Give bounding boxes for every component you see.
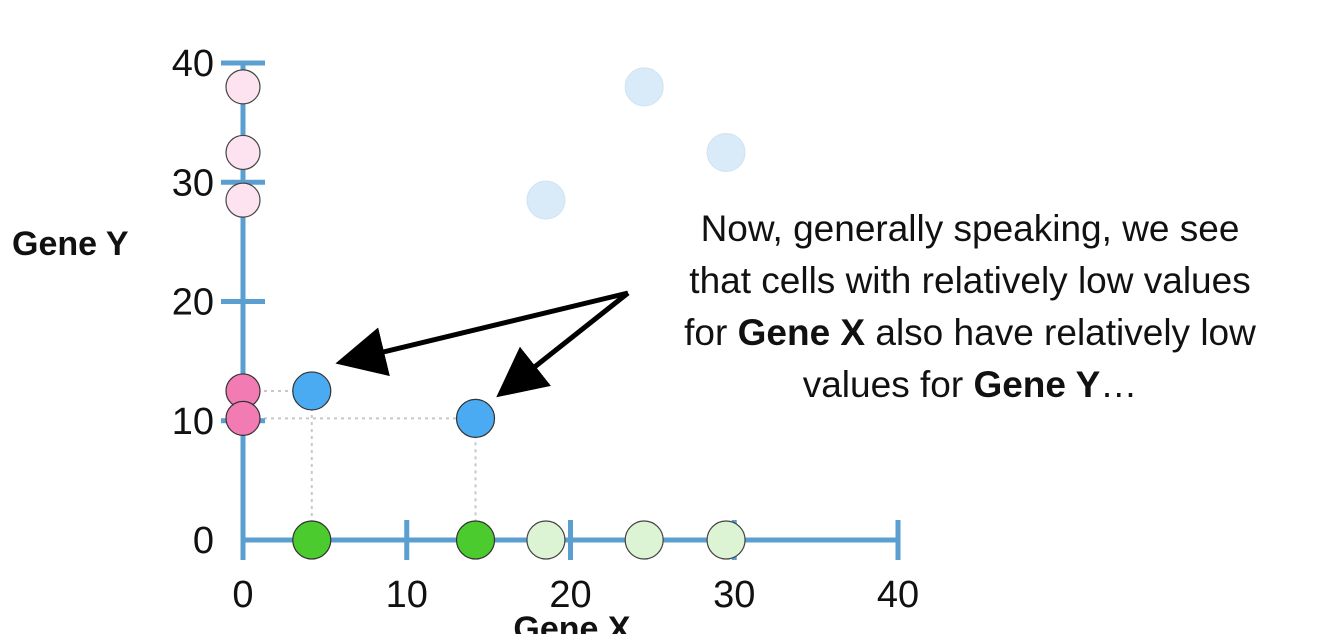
y-projection-dot (225, 400, 261, 436)
data-point (292, 371, 332, 411)
y-tick-label: 30 (172, 162, 214, 204)
x-projection-dot (292, 520, 332, 560)
annotation-text: Now, generally speaking, we see that cel… (610, 203, 1330, 411)
y-tick-label: 0 (193, 520, 214, 562)
faded-y-projection-dot (225, 69, 261, 105)
x-axis-title: Gene X (513, 610, 630, 634)
faded-data-point (706, 132, 746, 172)
data-point (455, 398, 496, 438)
faded-x-projection-dot (526, 520, 566, 560)
faded-x-projection-dot (624, 520, 664, 560)
y-axis-title: Gene Y (12, 225, 129, 263)
x-tick-label: 10 (386, 574, 428, 616)
gene-x-emphasis: Gene X (737, 312, 866, 353)
faded-data-point (526, 180, 566, 220)
annotation-line-2: that cells with relatively low values (689, 260, 1251, 301)
faded-data-point (624, 67, 664, 107)
y-tick-label: 40 (172, 43, 214, 85)
annotation-line-3: for Gene X also have relatively low (684, 312, 1256, 353)
x-tick-label: 30 (713, 574, 755, 616)
x-projection-dot (455, 520, 496, 560)
annotation-line-4: values for Gene Y… (802, 364, 1138, 405)
x-tick-label: 40 (877, 574, 919, 616)
gene-y-emphasis: Gene Y (973, 364, 1101, 405)
arrow-to-point-1 (335, 290, 629, 377)
x-tick-label: 20 (549, 574, 591, 616)
faded-y-projection-dot (225, 134, 261, 171)
y-tick-label: 20 (172, 282, 214, 324)
arrow-to-point-2 (496, 291, 630, 398)
faded-y-projection-dot (225, 182, 261, 218)
x-tick-label: 0 (232, 574, 253, 616)
faded-x-projection-dot (706, 520, 746, 560)
annotation-line-1: Now, generally speaking, we see (700, 208, 1240, 249)
y-tick-label: 10 (172, 401, 214, 443)
